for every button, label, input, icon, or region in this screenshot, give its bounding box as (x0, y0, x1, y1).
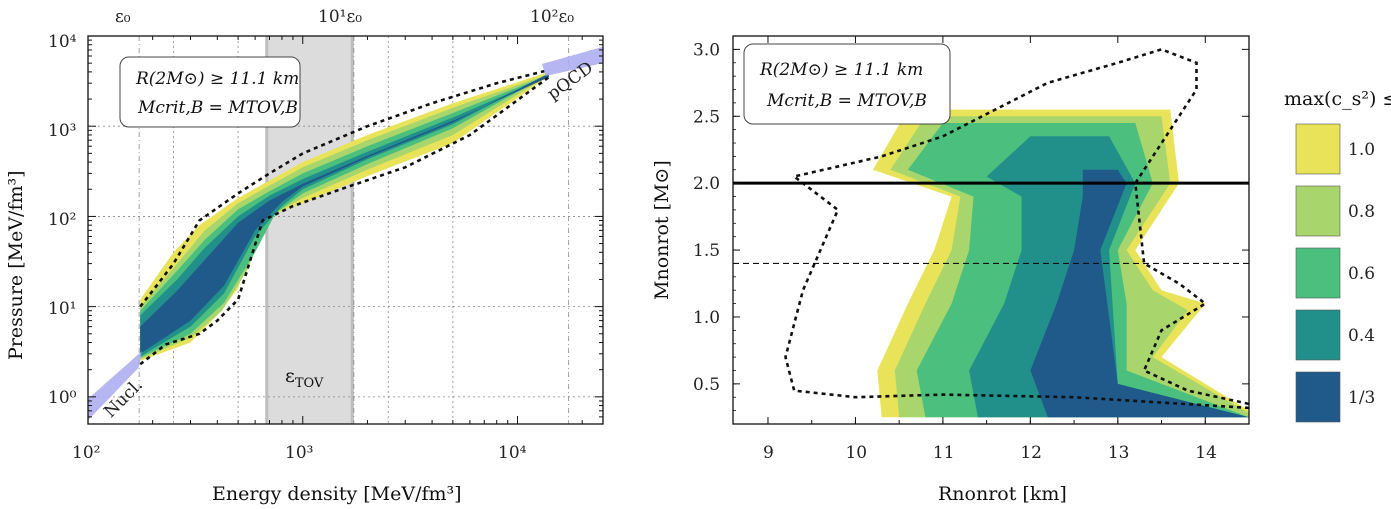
legend-label-0.6: 0.6 (1348, 264, 1375, 284)
left-dashed-envelope (139, 68, 550, 366)
right-annotation-line1: R(2M⊙) ≥ 11.1 km (759, 60, 923, 80)
right-chart: R(2M⊙) ≥ 11.1 km Mcrit,B = MTOV,B 9 10 11 1… (651, 35, 1250, 505)
left-top-axis-label: ε₀ (115, 7, 131, 27)
left-y-tick-label: 10² (48, 210, 76, 230)
right-x-tick-label: 13 (1108, 443, 1130, 463)
legend-swatch-1-3 (1295, 371, 1341, 423)
left-y-tick-label: 10⁰ (48, 388, 77, 408)
right-annotation-box (743, 43, 951, 125)
left-x-tick-label: 10⁴ (498, 443, 527, 463)
pqcd-limit-band (542, 46, 603, 77)
left-ticks (87, 35, 603, 425)
right-x-tick-label: 9 (763, 443, 774, 463)
left-top-axis-label: 10¹ε₀ (318, 7, 362, 27)
legend-swatch-0.8 (1295, 185, 1341, 237)
right-x-axis-label: Rnonrot [km] (938, 483, 1067, 505)
right-tick-labels: 9 10 11 12 13 14 0.5 1.0 1.5 2.0 2.5 3.0 (693, 40, 1217, 463)
right-ticks (733, 36, 1249, 424)
right-y-tick-label: 1.5 (693, 241, 720, 261)
left-x-tick-label: 10³ (285, 443, 313, 463)
right-plot-frame (732, 35, 1250, 425)
left-annotation-line2: Mcrit,B = MTOV,B (137, 98, 298, 118)
right-annotation-line2: Mcrit,B = MTOV,B (766, 91, 927, 111)
left-annotation-box (119, 56, 301, 128)
legend-swatch-0.6 (1295, 247, 1341, 299)
right-x-tick-label: 12 (1020, 443, 1042, 463)
legend-swatch-1.0 (1295, 123, 1341, 175)
left-y-axis-label: Pressure [MeV/fm³] (5, 170, 27, 360)
left-y-tick-label: 10³ (48, 121, 76, 141)
right-y-tick-label: 2.0 (693, 174, 720, 194)
legend: max(c_s²) ≤ 1.0 0.8 0.6 0.4 1/3 (1284, 88, 1391, 423)
nuclear-limit-band (88, 351, 142, 421)
right-area-0.4 (969, 136, 1249, 418)
left-area-0.4 (140, 73, 549, 357)
right-y-tick-label: 3.0 (693, 40, 720, 60)
legend-label-0.4: 0.4 (1348, 326, 1375, 346)
legend-label-1-3: 1/3 (1348, 388, 1375, 408)
legend-label-0.8: 0.8 (1348, 202, 1375, 222)
right-confidence-areas (872, 109, 1249, 418)
left-annotation-line1: R(2M⊙) ≥ 11.1 km (135, 69, 299, 89)
right-y-tick-label: 2.5 (693, 107, 720, 127)
left-chart: Nucl. pQCD εTOV R(2M⊙) ≥ 11.1 km Mcrit,B… (5, 7, 604, 505)
left-y-tick-label: 10¹ (48, 299, 76, 319)
right-y-axis-label: Mnonrot [M⊙] (651, 160, 673, 300)
right-x-tick-label: 14 (1195, 443, 1217, 463)
right-x-tick-label: 10 (845, 443, 867, 463)
left-confidence-areas (140, 71, 549, 361)
left-x-axis-label: Energy density [MeV/fm³] (212, 483, 462, 505)
left-area-1.0 (140, 71, 549, 361)
legend-label-1.0: 1.0 (1348, 140, 1375, 160)
right-y-tick-label: 0.5 (693, 375, 720, 395)
right-x-tick-label: 11 (933, 443, 955, 463)
left-area-1-3 (140, 73, 549, 354)
right-area-1-3 (1030, 169, 1249, 418)
legend-title: max(c_s²) ≤ (1284, 88, 1391, 110)
left-y-tick-label: 10⁴ (48, 32, 77, 52)
legend-swatch-0.4 (1295, 309, 1341, 361)
left-top-axis-label: 10²ε₀ (530, 7, 574, 27)
left-x-tick-label: 10² (72, 443, 100, 463)
right-y-tick-label: 1.0 (693, 308, 720, 328)
